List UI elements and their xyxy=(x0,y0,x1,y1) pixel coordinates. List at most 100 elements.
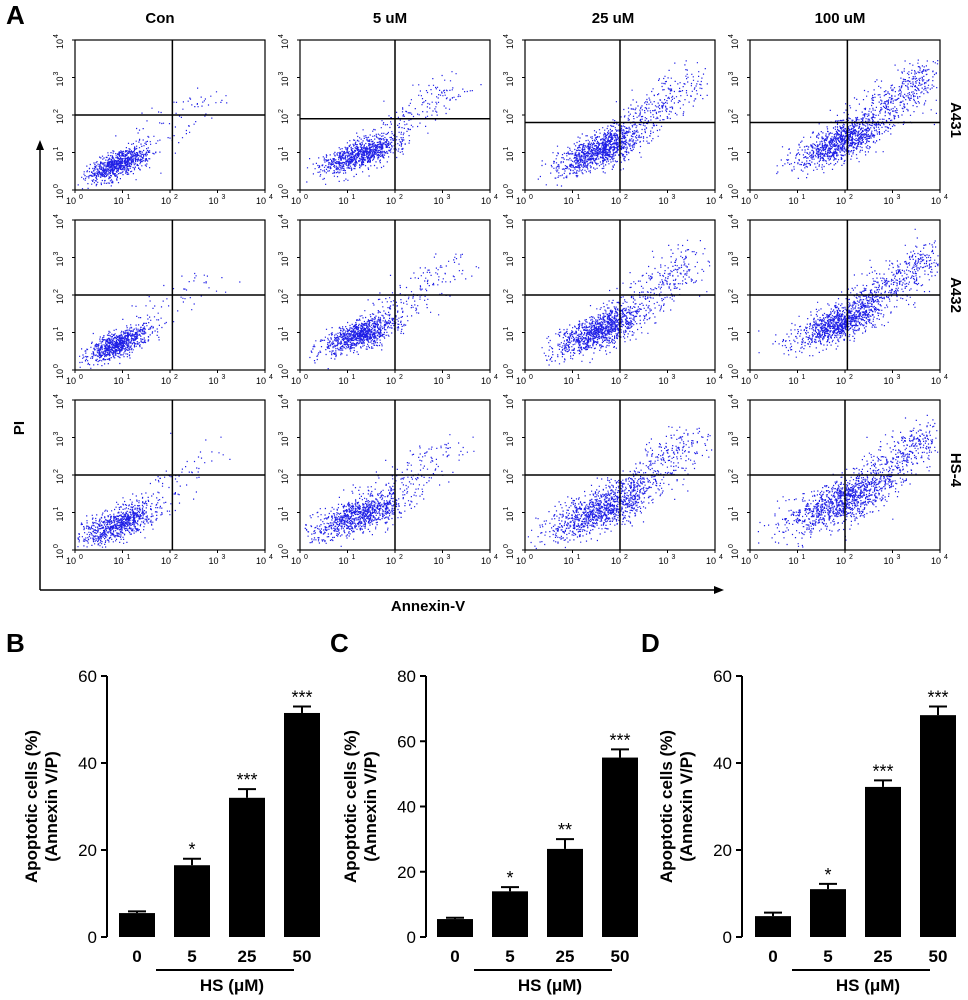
x-tick-exponent: 0 xyxy=(79,554,83,561)
x-tick-label: 10 xyxy=(516,196,526,206)
x-tick-exponent: 1 xyxy=(352,374,356,381)
category-label: 5 xyxy=(187,947,196,966)
y-tick-exponent: 3 xyxy=(728,251,735,255)
event-dots xyxy=(527,426,713,550)
x-tick-label: 10 xyxy=(611,196,621,206)
event-dots xyxy=(77,87,228,190)
event-dots xyxy=(306,71,482,185)
y-tick-label: 10 xyxy=(280,219,290,229)
y-tick-label: 10 xyxy=(505,114,515,124)
category-label: 0 xyxy=(450,947,459,966)
x-tick-exponent: 0 xyxy=(529,374,533,381)
bar-0 xyxy=(755,916,791,937)
event-dots xyxy=(309,253,480,370)
y-tick-exponent: 4 xyxy=(503,34,510,38)
x-tick-exponent: 2 xyxy=(624,374,628,381)
y-tick-label: 40 xyxy=(78,754,97,773)
category-label: 25 xyxy=(238,947,257,966)
x-tick-exponent: 0 xyxy=(754,554,758,561)
bar-50 xyxy=(284,712,320,937)
category-label: 0 xyxy=(768,947,777,966)
x-tick-exponent: 1 xyxy=(577,374,581,381)
y-tick-label: 10 xyxy=(55,76,65,86)
y-tick-label: 60 xyxy=(713,667,732,686)
x-tick-label: 10 xyxy=(836,556,846,566)
y-tick-label: 10 xyxy=(55,219,65,229)
x-tick-exponent: 4 xyxy=(944,554,948,561)
x-tick-exponent: 3 xyxy=(222,554,226,561)
y-tick-label: 10 xyxy=(280,256,290,266)
x-tick-exponent: 2 xyxy=(849,194,853,201)
annexin-axis-arrowhead xyxy=(714,586,724,594)
y-axis-label-line1: Apoptotic cells (%) xyxy=(657,730,676,883)
x-tick-exponent: 1 xyxy=(802,554,806,561)
y-tick-exponent: 4 xyxy=(728,394,735,398)
y-tick-label: 10 xyxy=(505,436,515,446)
x-tick-exponent: 1 xyxy=(802,374,806,381)
x-tick-exponent: 0 xyxy=(304,374,308,381)
y-tick-label: 10 xyxy=(55,151,65,161)
x-tick-exponent: 4 xyxy=(269,554,273,561)
y-tick-label: 10 xyxy=(505,511,515,521)
y-tick-exponent: 2 xyxy=(728,109,735,113)
x-tick-label: 10 xyxy=(563,196,573,206)
category-label: 25 xyxy=(556,947,575,966)
y-tick-exponent: 4 xyxy=(53,34,60,38)
y-tick-label: 10 xyxy=(280,39,290,49)
panel-a-letter: A xyxy=(6,0,25,30)
x-tick-label: 10 xyxy=(788,196,798,206)
y-tick-label: 60 xyxy=(397,732,416,751)
y-tick-exponent: 3 xyxy=(278,251,285,255)
y-tick-exponent: 3 xyxy=(53,251,60,255)
bar-25 xyxy=(865,786,901,937)
x-tick-exponent: 2 xyxy=(174,194,178,201)
pi-axis-arrowhead xyxy=(36,140,44,150)
x-tick-label: 10 xyxy=(611,556,621,566)
y-tick-exponent: 4 xyxy=(503,394,510,398)
y-tick-exponent: 0 xyxy=(728,544,735,548)
y-tick-label: 10 xyxy=(505,331,515,341)
column-label-con: Con xyxy=(145,10,174,27)
x-tick-exponent: 4 xyxy=(719,194,723,201)
significance-marker: *** xyxy=(236,770,257,790)
x-tick-exponent: 1 xyxy=(352,194,356,201)
y-tick-label: 10 xyxy=(730,474,740,484)
x-tick-label: 10 xyxy=(516,556,526,566)
y-tick-label: 40 xyxy=(713,754,732,773)
y-tick-label: 10 xyxy=(280,399,290,409)
x-tick-label: 10 xyxy=(883,196,893,206)
x-tick-label: 10 xyxy=(113,376,123,386)
x-tick-exponent: 4 xyxy=(944,374,948,381)
x-tick-exponent: 4 xyxy=(944,194,948,201)
y-tick-exponent: 2 xyxy=(503,469,510,473)
y-tick-label: 10 xyxy=(505,369,515,379)
y-tick-exponent: 4 xyxy=(278,394,285,398)
bar-0 xyxy=(437,919,473,937)
x-tick-exponent: 0 xyxy=(304,194,308,201)
y-tick-exponent: 1 xyxy=(728,146,735,150)
x-tick-label: 10 xyxy=(113,196,123,206)
x-tick-exponent: 3 xyxy=(222,374,226,381)
y-tick-exponent: 1 xyxy=(278,326,285,330)
x-tick-label: 10 xyxy=(741,556,751,566)
plot-frame xyxy=(749,39,941,191)
x-tick-label: 10 xyxy=(208,196,218,206)
x-tick-label: 10 xyxy=(161,376,171,386)
y-tick-label: 10 xyxy=(55,39,65,49)
x-tick-label: 10 xyxy=(291,376,301,386)
y-tick-label: 10 xyxy=(280,331,290,341)
x-tick-label: 10 xyxy=(563,376,573,386)
x-axis-label: HS (μM) xyxy=(518,976,582,995)
y-tick-exponent: 2 xyxy=(728,289,735,293)
y-tick-label: 10 xyxy=(730,189,740,199)
y-tick-label: 10 xyxy=(505,294,515,304)
y-tick-exponent: 2 xyxy=(53,109,60,113)
y-tick-exponent: 4 xyxy=(503,214,510,218)
y-tick-label: 10 xyxy=(280,114,290,124)
y-tick-label: 10 xyxy=(730,39,740,49)
x-tick-label: 10 xyxy=(883,556,893,566)
